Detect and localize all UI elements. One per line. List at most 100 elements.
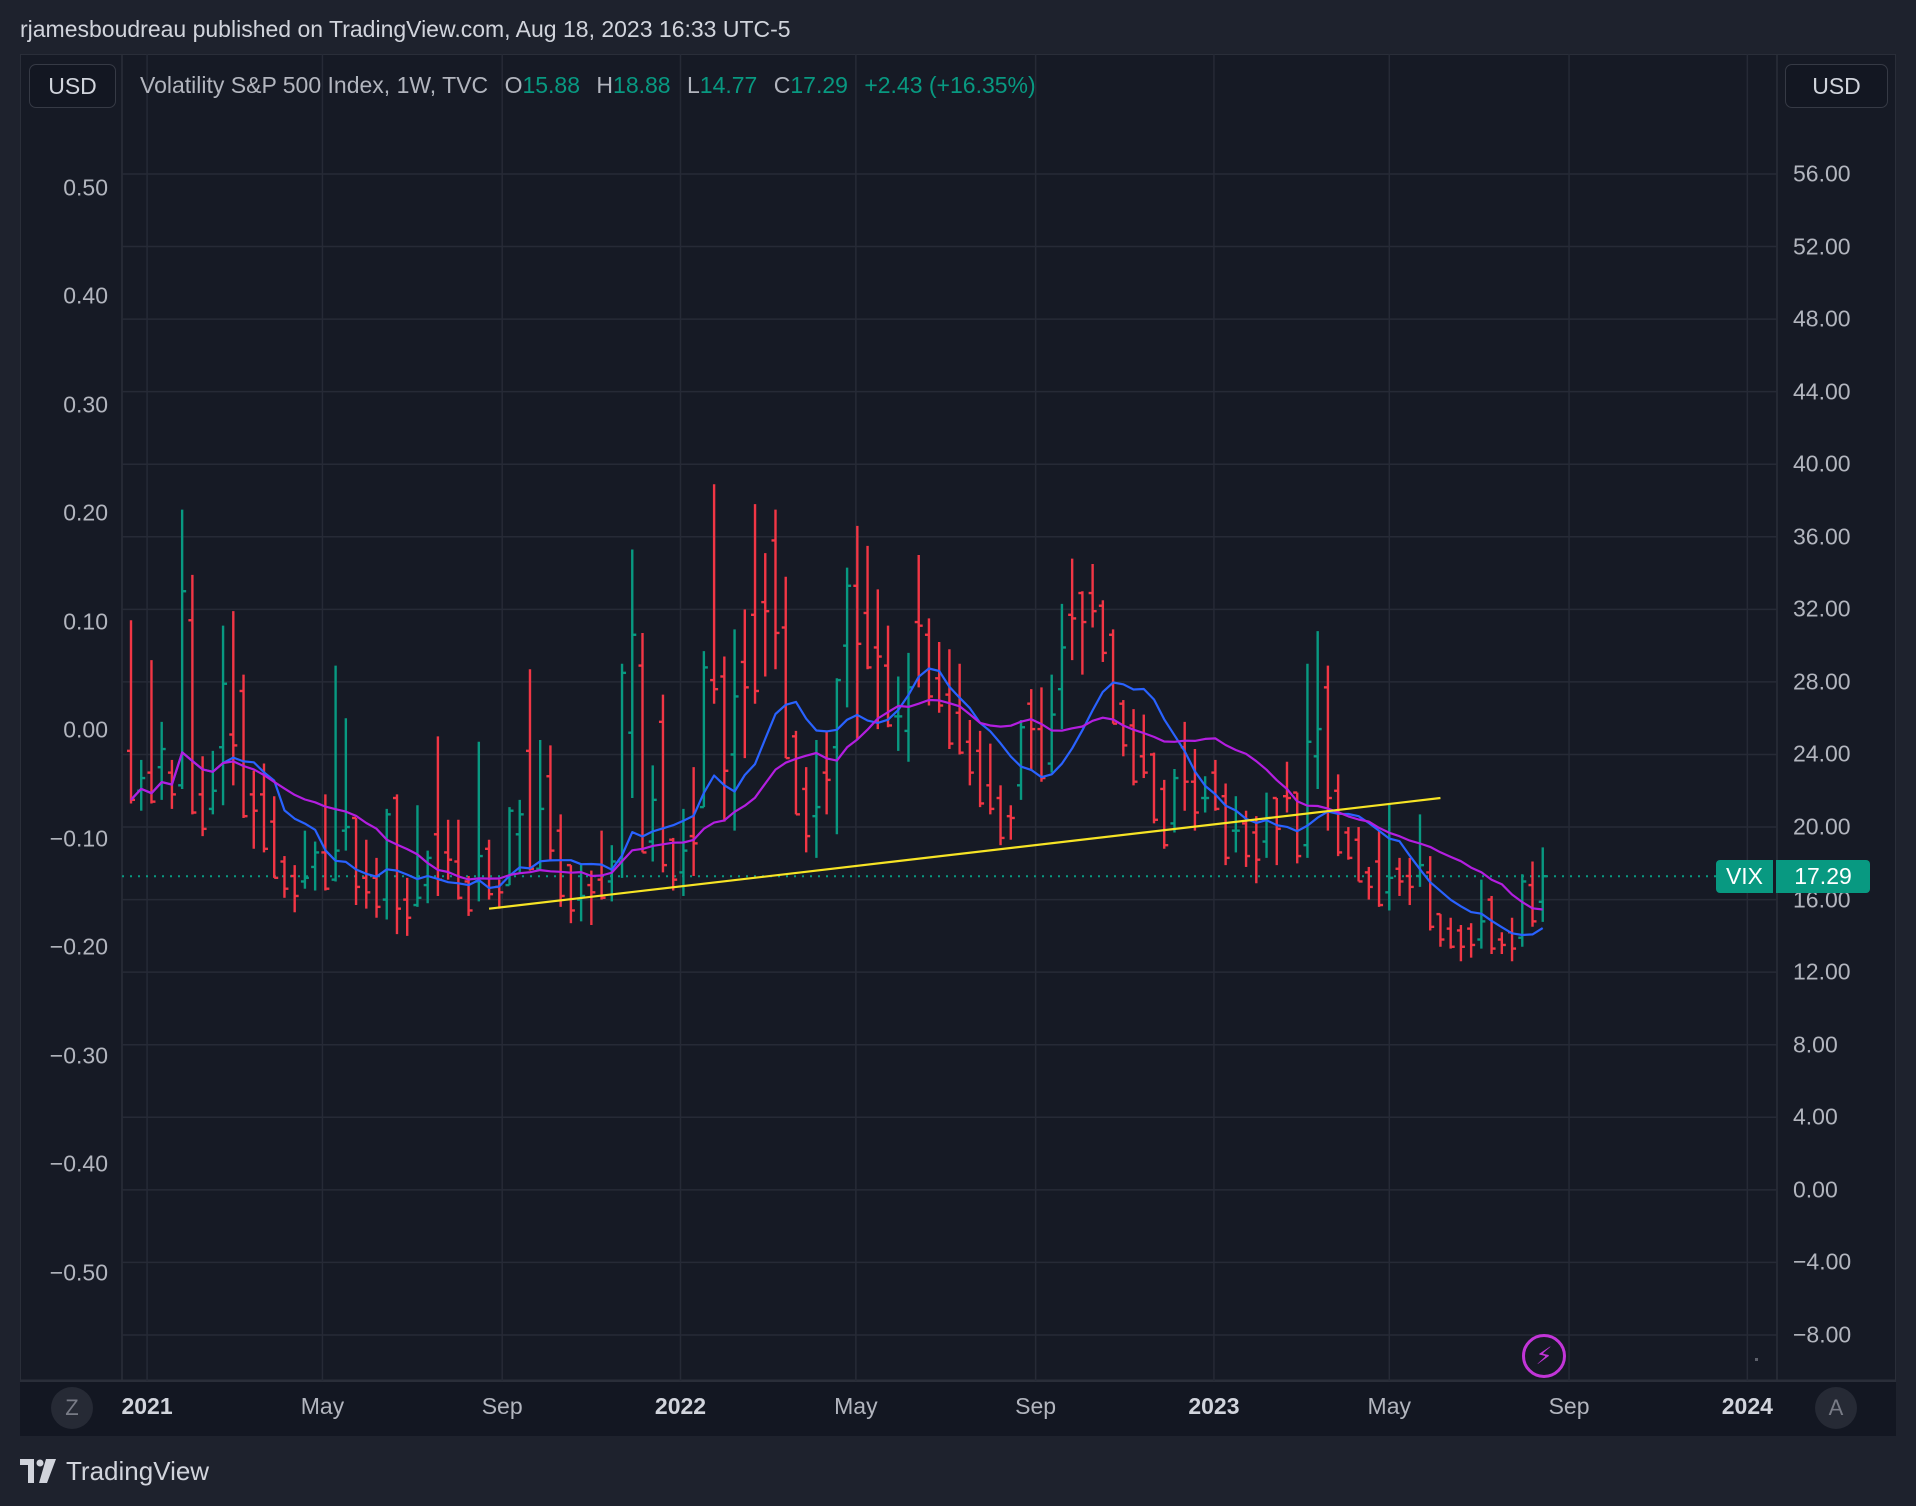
legend-symbol: Volatility S&P 500 Index, 1W, TVC: [140, 72, 489, 98]
ohlc-bar: [812, 739, 821, 858]
ohlc-bar: [147, 660, 156, 804]
ohlc-bar: [1272, 796, 1281, 866]
ohlc-bar: [1344, 827, 1353, 860]
percent-tick-label: −0.40: [49, 1150, 108, 1177]
percent-tick-label: −0.30: [49, 1042, 108, 1068]
ohlc-bar: [1252, 816, 1261, 884]
ohlc-bar: [505, 807, 514, 887]
ohlc-bar: [1068, 558, 1077, 661]
ohlc-bar: [771, 509, 780, 670]
ohlc-bar: [239, 674, 248, 818]
zoom-button[interactable]: Z: [51, 1387, 93, 1429]
logo-text: TradingView: [66, 1456, 210, 1486]
ohlc-bar: [1456, 924, 1465, 962]
ohlc-bar: [1047, 674, 1056, 773]
ohlc-bar: [311, 841, 320, 891]
ohlc-bar: [669, 837, 678, 891]
ohlc-bar: [1190, 749, 1199, 831]
ohlc-bar: [1221, 783, 1230, 866]
ohlc-bar: [290, 865, 299, 913]
ohlc-bar: [689, 767, 698, 877]
percent-tick-label: 0.30: [63, 391, 108, 417]
ohlc-bar: [730, 629, 739, 831]
price-tick-label: 12.00: [1793, 958, 1851, 985]
time-tick-label: 2023: [1188, 1393, 1240, 1419]
ohlc-bar: [761, 553, 770, 677]
ohlc-bar: [863, 545, 872, 670]
ohlc-bar: [1078, 591, 1087, 675]
ohlc-bar: [1313, 631, 1322, 789]
ohlc-bar: [976, 730, 985, 808]
ohlc-bar: [1139, 714, 1148, 779]
ohlc-bar: [536, 739, 545, 871]
legend-high-label: H: [596, 72, 614, 98]
ohlc-bar: [1538, 847, 1547, 922]
series-legend: Volatility S&P 500 Index, 1W, TVC O15.88…: [140, 72, 1036, 99]
legend-low-label: L: [686, 72, 700, 98]
ohlc-bar: [229, 611, 238, 786]
tradingview-logo[interactable]: TradingView: [20, 1456, 209, 1487]
chart-frame: [20, 54, 1896, 1436]
price-tick-label: 20.00: [1793, 813, 1851, 840]
time-axis-background: [20, 1382, 1896, 1436]
ohlc-bar: [157, 721, 166, 800]
trendline: [488, 796, 1441, 910]
time-tick-label: May: [1367, 1393, 1412, 1419]
ohlc-bar: [127, 620, 135, 804]
chart-marks: [122, 484, 1758, 1361]
legend-high: 18.88: [613, 72, 671, 98]
ohlc-bar: [1508, 917, 1517, 962]
ohlc-bar: [914, 554, 923, 688]
ohlc-bar: [710, 484, 719, 704]
auto-scale-button[interactable]: A: [1815, 1387, 1857, 1429]
ohlc-bar: [1415, 814, 1424, 887]
ohlc-bar: [1057, 603, 1066, 730]
ohlc-bar: [1487, 895, 1496, 955]
percent-tick-label: 0.20: [63, 499, 108, 526]
ohlc-bar: [832, 678, 841, 835]
ohlc-bar: [1436, 912, 1445, 947]
publish-info: rjamesboudreau published on TradingView.…: [20, 16, 791, 42]
ohlc-bar: [853, 525, 862, 740]
ohlc-bar: [1129, 709, 1138, 786]
percent-tick-label: −0.50: [49, 1259, 108, 1285]
price-tick-label: 56.00: [1793, 160, 1851, 187]
last-price-symbol-tag: VIX: [1716, 860, 1773, 893]
ohlc-bar: [300, 830, 309, 889]
ohlc-bar: [822, 730, 831, 815]
ohlc-bar: [1098, 600, 1107, 662]
ohlc-bar: [208, 750, 217, 815]
ohlc-bar: [413, 805, 422, 907]
ohlc-bar: [546, 745, 555, 862]
legend-change: +2.43 (+16.35%): [864, 72, 1036, 98]
ohlc-bar: [791, 730, 800, 816]
ohlc-bar: [1323, 665, 1332, 831]
ohlc-bar: [1334, 774, 1343, 857]
ohlc-bar: [1119, 700, 1128, 757]
lightning-icon[interactable]: ⚡︎: [1522, 1334, 1566, 1378]
ohlc-bar: [372, 857, 381, 918]
ohlc-bar: [720, 656, 729, 822]
ohlc-bar: [1180, 721, 1189, 811]
future-marker: [1755, 1358, 1758, 1361]
ohlc-bar: [1426, 856, 1435, 931]
ohlc-bar: [1303, 663, 1312, 858]
ohlc-bar: [628, 549, 637, 799]
ohlc-bar: [331, 665, 340, 882]
moving-average-20: [130, 698, 1543, 911]
ohlc-bar: [1262, 792, 1271, 858]
ohlc-bar: [352, 816, 361, 906]
tradingview-logo-icon: [20, 1458, 56, 1483]
price-tick-label: 8.00: [1793, 1031, 1838, 1058]
moving-average-10: [130, 667, 1544, 937]
legend-close: 17.29: [790, 72, 848, 98]
currency-button-right[interactable]: USD: [1785, 64, 1888, 108]
ohlc-bar: [965, 720, 974, 786]
currency-button-left[interactable]: USD: [29, 64, 116, 108]
ohlc-bar: [884, 625, 893, 728]
ohlc-bar: [751, 504, 760, 704]
ohlc-bar: [382, 808, 391, 920]
percent-tick-label: 0.00: [63, 716, 108, 743]
ohlc-bar: [178, 509, 187, 789]
